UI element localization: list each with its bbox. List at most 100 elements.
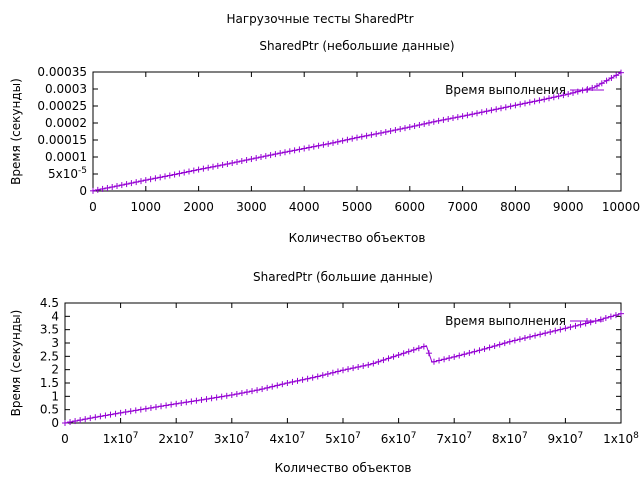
- data-point-marker: [104, 184, 111, 191]
- data-point-marker: [92, 414, 99, 421]
- data-point-marker: [587, 319, 594, 326]
- x-tick-label: 10000: [602, 200, 640, 214]
- data-point-marker: [267, 152, 274, 159]
- data-point-marker: [446, 355, 453, 362]
- data-point-marker: [248, 156, 255, 163]
- chart-small-data: SharedPtr (небольшие данные) 0 1000 2000 300…: [9, 39, 640, 245]
- x-tick-label: 7000: [447, 200, 478, 214]
- x-tick-exponent: 7: [466, 431, 472, 441]
- y-tick-label: 0.00035: [37, 65, 87, 79]
- data-point-marker: [128, 180, 135, 187]
- legend-label: Время выполнения: [445, 314, 566, 328]
- data-point-marker: [132, 407, 139, 414]
- data-point-marker: [284, 380, 291, 386]
- data-point-marker: [349, 135, 356, 142]
- data-point-marker: [171, 171, 178, 178]
- data-point-marker: [547, 328, 554, 335]
- data-point-marker: [82, 416, 89, 423]
- y-tick-label: 4.5: [40, 296, 59, 310]
- data-point-marker: [183, 399, 190, 406]
- data-point-marker: [498, 105, 504, 112]
- data-point-marker: [269, 383, 276, 390]
- data-point-marker: [618, 310, 624, 317]
- y-tick-label: 0: [51, 416, 59, 430]
- data-point-marker: [469, 111, 476, 118]
- data-point-marker: [219, 161, 226, 168]
- data-point-marker: [577, 321, 584, 328]
- data-point-marker: [193, 397, 200, 404]
- data-point-marker: [378, 129, 384, 136]
- data-point-marker: [142, 177, 149, 184]
- data-point-marker: [253, 155, 260, 162]
- data-point-marker: [493, 106, 500, 113]
- data-point-marker: [166, 172, 173, 179]
- data-point-marker: [430, 118, 437, 125]
- x-tick-exponent: 7: [133, 431, 139, 441]
- data-point-marker: [415, 345, 422, 352]
- data-point-marker: [435, 117, 442, 124]
- data-point-marker: [517, 101, 524, 108]
- data-point-marker: [205, 164, 212, 171]
- data-point-marker: [526, 99, 533, 106]
- data-point-marker: [291, 147, 298, 154]
- data-point-marker: [186, 168, 192, 175]
- data-point-marker: [329, 369, 336, 376]
- data-point-marker: [552, 327, 559, 334]
- data-point-marker: [147, 176, 154, 183]
- y-tick-label: 0.0002: [45, 116, 87, 130]
- data-point-marker: [430, 358, 437, 365]
- x-tick-label: 6x107: [381, 431, 417, 446]
- data-point-marker: [138, 178, 144, 185]
- data-point-marker: [224, 160, 231, 167]
- x-tick-label: 1x108: [603, 431, 639, 446]
- data-point-marker: [133, 179, 140, 186]
- data-point-marker: [488, 107, 495, 114]
- data-point-marker: [405, 348, 412, 355]
- data-point-marker: [195, 166, 202, 173]
- data-point-marker: [339, 137, 346, 144]
- data-point-marker: [486, 344, 493, 351]
- data-point-marker: [114, 183, 120, 190]
- chart-large-data: SharedPtr (большие данные) 0 1x107 2x107 3x1…: [9, 270, 639, 475]
- data-point-marker: [440, 116, 447, 123]
- x-tick-label: 0: [61, 432, 69, 446]
- data-point-marker: [451, 353, 458, 360]
- data-point-marker: [597, 316, 604, 323]
- data-point-marker: [234, 159, 240, 166]
- data-point-marker: [471, 348, 478, 355]
- data-point-marker: [319, 372, 326, 379]
- data-point-marker: [354, 134, 360, 141]
- data-point-marker: [546, 95, 552, 102]
- data-point-marker: [454, 114, 461, 121]
- data-point-marker: [441, 356, 448, 363]
- data-point-marker: [456, 352, 463, 359]
- data-point-marker: [466, 349, 473, 356]
- x-tick-exponent: 7: [188, 431, 194, 441]
- data-point-marker: [380, 357, 387, 364]
- data-point-marker: [315, 142, 322, 149]
- data-point-marker: [72, 418, 79, 425]
- data-point-marker: [218, 393, 225, 400]
- data-point-marker: [567, 324, 574, 331]
- data-point-marker: [306, 144, 312, 151]
- data-point-marker: [522, 100, 528, 107]
- data-point-marker: [459, 113, 466, 120]
- data-point-marker: [173, 400, 180, 407]
- y-tick-label: 0: [79, 184, 87, 198]
- data-point-marker: [324, 370, 331, 377]
- x-tick-label: 4000: [289, 200, 320, 214]
- data-point-marker: [507, 103, 514, 110]
- data-point-marker: [478, 109, 485, 116]
- x-tick-exponent: 7: [355, 431, 361, 441]
- y-tick-label: 2.5: [40, 349, 59, 363]
- x-tick-exponent: 7: [522, 431, 528, 441]
- y-tick-label: 2: [51, 363, 59, 377]
- data-point-marker: [289, 378, 296, 385]
- data-point-marker: [258, 154, 264, 161]
- data-point-marker: [340, 367, 346, 374]
- x-tick-label: 3x107: [214, 431, 250, 446]
- x-tick-exponent: 7: [244, 431, 250, 441]
- data-point-marker: [90, 187, 96, 194]
- data-point-marker: [188, 398, 195, 405]
